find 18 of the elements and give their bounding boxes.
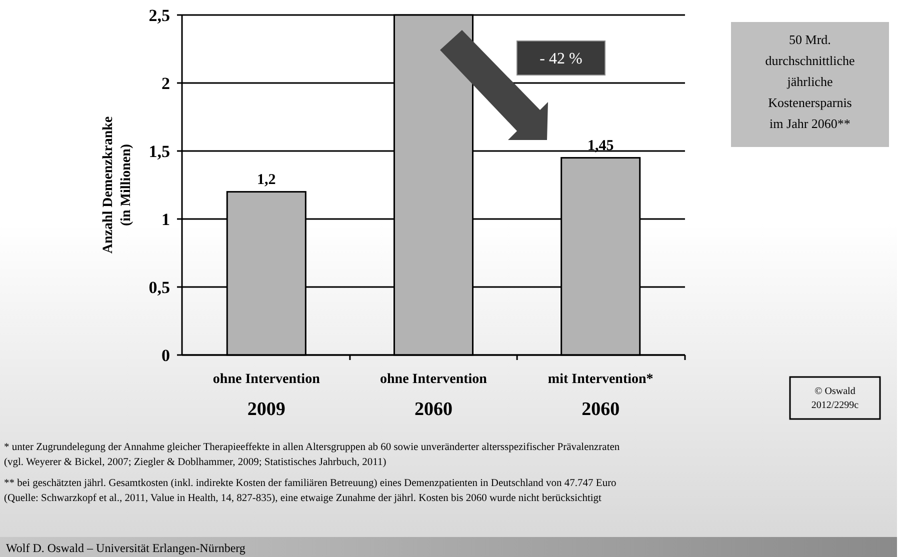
- text: © Oswald 2012/2299c: [811, 386, 860, 411]
- y-tick-label: 1,5: [148, 142, 170, 161]
- x-tick-label: mit Intervention* 2060: [548, 372, 654, 420]
- y-axis-title: Anzahl Demenzkranke (in Millionen): [101, 116, 134, 254]
- data-label: 1,2: [257, 172, 276, 188]
- y-tick-label: 2,5: [148, 6, 170, 25]
- text: ** bei geschätzten jährl. Gesamtkosten (inkl. indirekte Kosten der familiären Betreuung) eines Demenzpatienten in Deutschland von 47.747 Euro (Quelle: Schwarzkopf et al., 2011, Value in Health, 14, 827-835), eine etwaige Zunahme der jährl. Kosten bis 2060 wurde nicht berücksichtigt: [4, 478, 616, 504]
- y-tick-label: 0: [162, 346, 170, 365]
- text: Wolf D. Oswald – Universität Erlangen-Nürnberg: [6, 541, 246, 555]
- y-tick-label: 2: [162, 74, 170, 93]
- y-tick-label: 0,5: [148, 278, 170, 297]
- x-tick-label: ohne Intervention 2060: [380, 372, 488, 420]
- text: 50 Mrd. durchschnittliche jährliche Kostenersparnis im Jahr 2060**: [765, 32, 855, 131]
- text: * unter Zugrundelegung der Annahme gleicher Therapieeffekte in allen Altersgruppen ab 60 sowie unveränderter altersspezifischer Prävalenzraten (vgl. Weyerer & Bickel, 2007; Ziegler & Doblhammer, 2009; Statistisches Jahrbuch, 2011): [4, 442, 620, 468]
- annotation: - 42 %: [540, 50, 582, 68]
- x-tick-label: ohne Intervention 2009: [212, 372, 320, 420]
- y-tick-label: 1: [162, 210, 170, 229]
- data-label: 1,45: [587, 138, 614, 154]
